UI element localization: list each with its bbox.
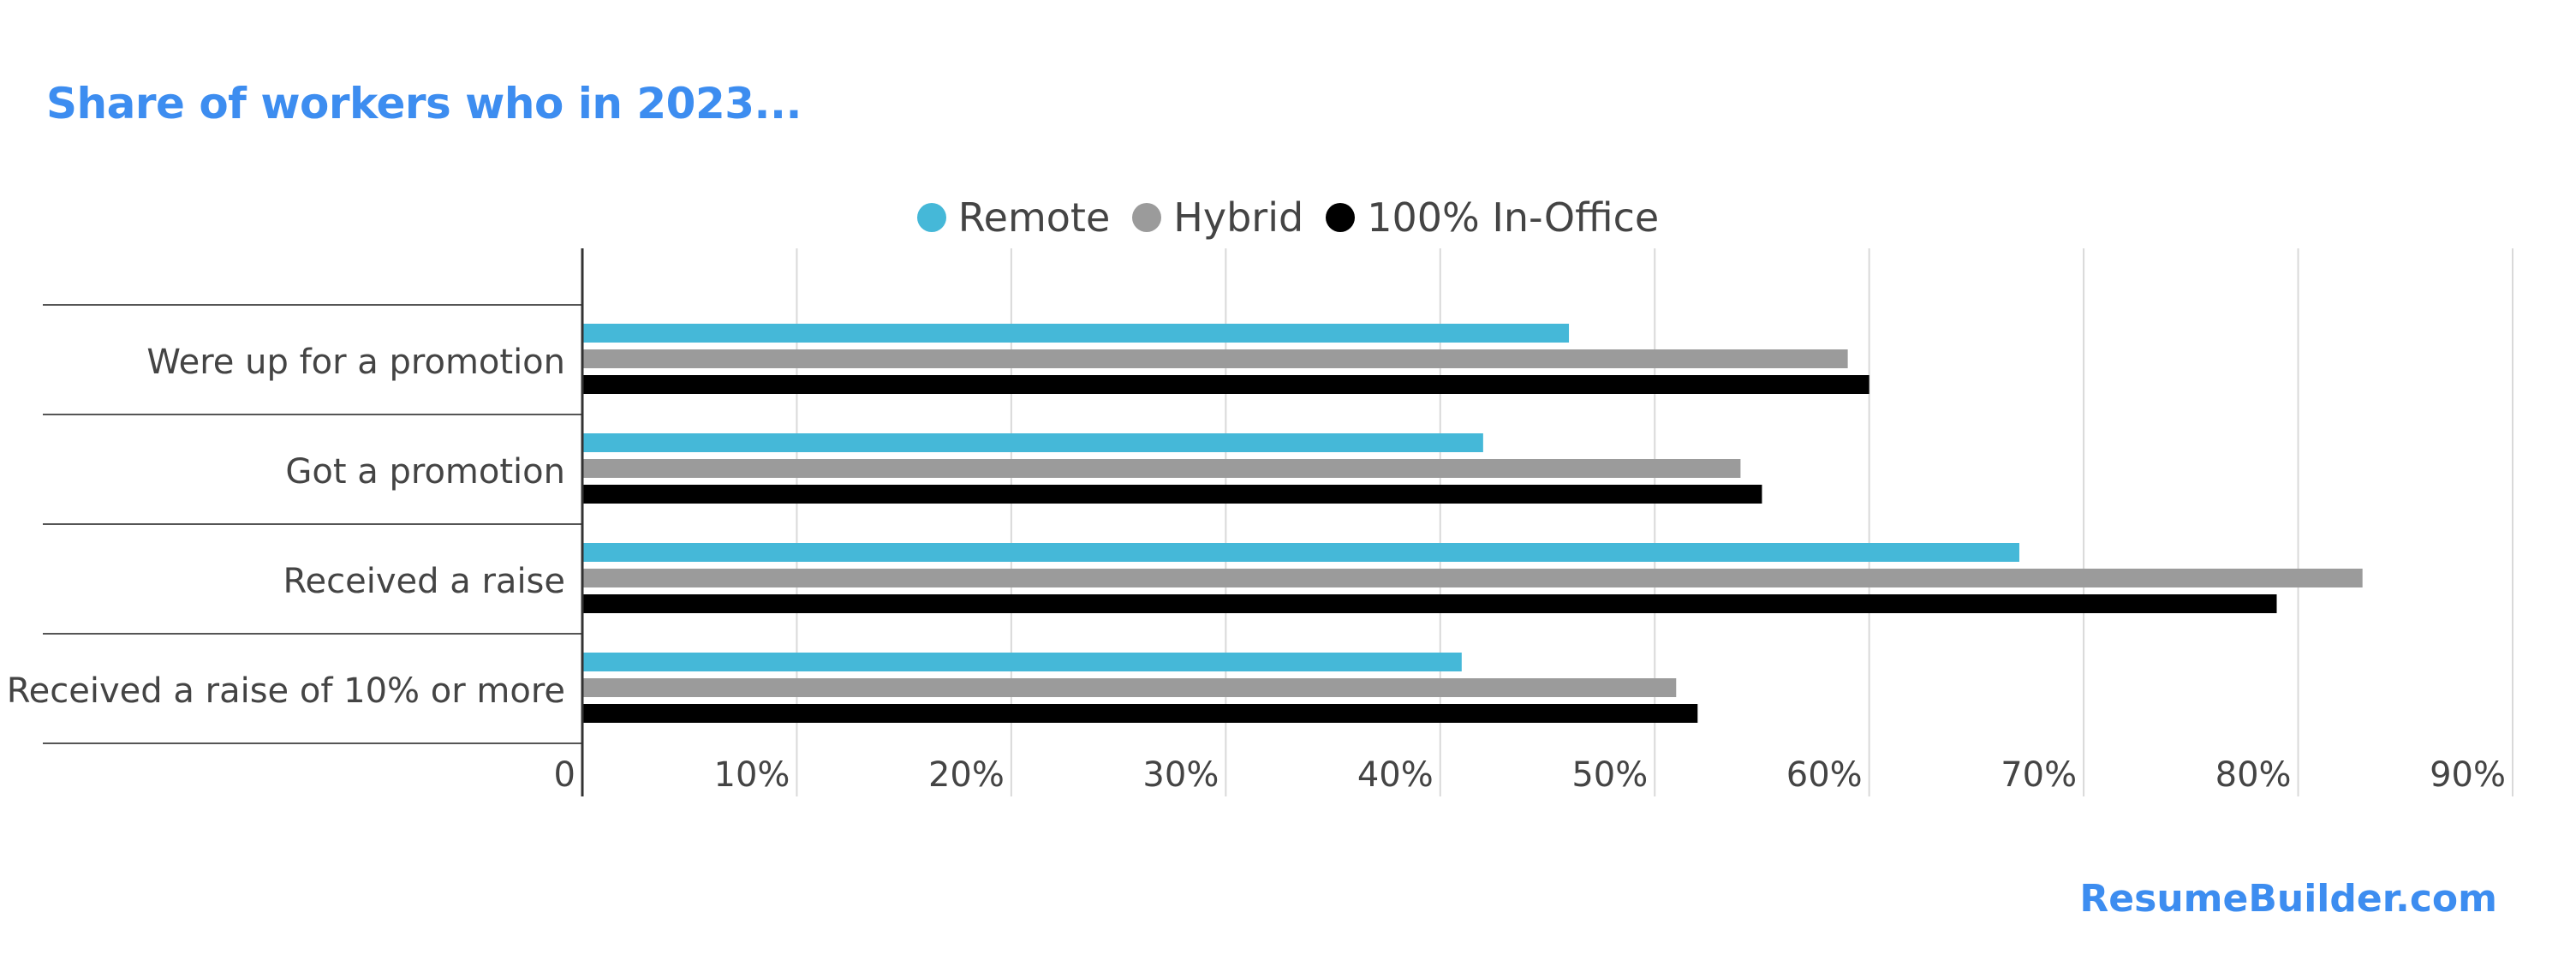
bar-hybrid-received-a-raise: [582, 569, 2363, 587]
x-tick-label: 80%: [2215, 755, 2292, 795]
x-tick-label: 90%: [2430, 755, 2506, 795]
bar-remote-received-a-raise: [582, 543, 2019, 562]
x-tick-label: 20%: [928, 755, 1005, 795]
bar-remote-got-a-promotion: [582, 433, 1483, 452]
legend-item-100-in-office: 100% In-Office: [1326, 194, 1659, 241]
bar-hybrid-received-a-raise-of-10-or-more: [582, 678, 1677, 697]
category-label: Got a promotion: [285, 452, 565, 492]
bar-hybrid-got-a-promotion: [582, 459, 1741, 478]
x-tick-label: 60%: [1786, 755, 1863, 795]
x-tick-label: 40%: [1357, 755, 1434, 795]
x-tick-label: 70%: [2001, 755, 2077, 795]
bar-100-in-office-got-a-promotion: [582, 485, 1762, 504]
bar-100-in-office-were-up-for-a-promotion: [582, 375, 1869, 394]
legend-label: Hybrid: [1173, 194, 1304, 241]
chart-legend: Remote Hybrid 100% In-Office: [0, 190, 2576, 245]
category-label: Were up for a promotion: [146, 343, 565, 382]
bar-100-in-office-received-a-raise: [582, 594, 2277, 613]
category-label: Received a raise: [283, 562, 565, 601]
legend-item-remote: Remote: [916, 194, 1111, 241]
legend-swatch: [916, 203, 946, 232]
bar-hybrid-were-up-for-a-promotion: [582, 349, 1848, 368]
bar-100-in-office-received-a-raise-of-10-or-more: [582, 704, 1698, 723]
source-credit: ResumeBuilder.com: [2079, 877, 2497, 921]
legend-swatch: [1132, 203, 1162, 232]
legend-label: Remote: [957, 194, 1111, 241]
legend-item-hybrid: Hybrid: [1132, 194, 1303, 241]
x-tick-label: 30%: [1142, 755, 1219, 795]
legend-swatch: [1326, 203, 1356, 232]
category-label: Received a raise of 10% or more: [7, 671, 565, 711]
legend-label: 100% In-Office: [1367, 194, 1660, 241]
x-tick-label: 50%: [1571, 755, 1648, 795]
chart-title: Share of workers who in 2023...: [46, 79, 802, 128]
bar-remote-were-up-for-a-promotion: [582, 324, 1570, 343]
bar-remote-received-a-raise-of-10-or-more: [582, 653, 1462, 671]
x-tick-label: 0: [554, 755, 575, 795]
x-tick-label: 10%: [714, 755, 790, 795]
